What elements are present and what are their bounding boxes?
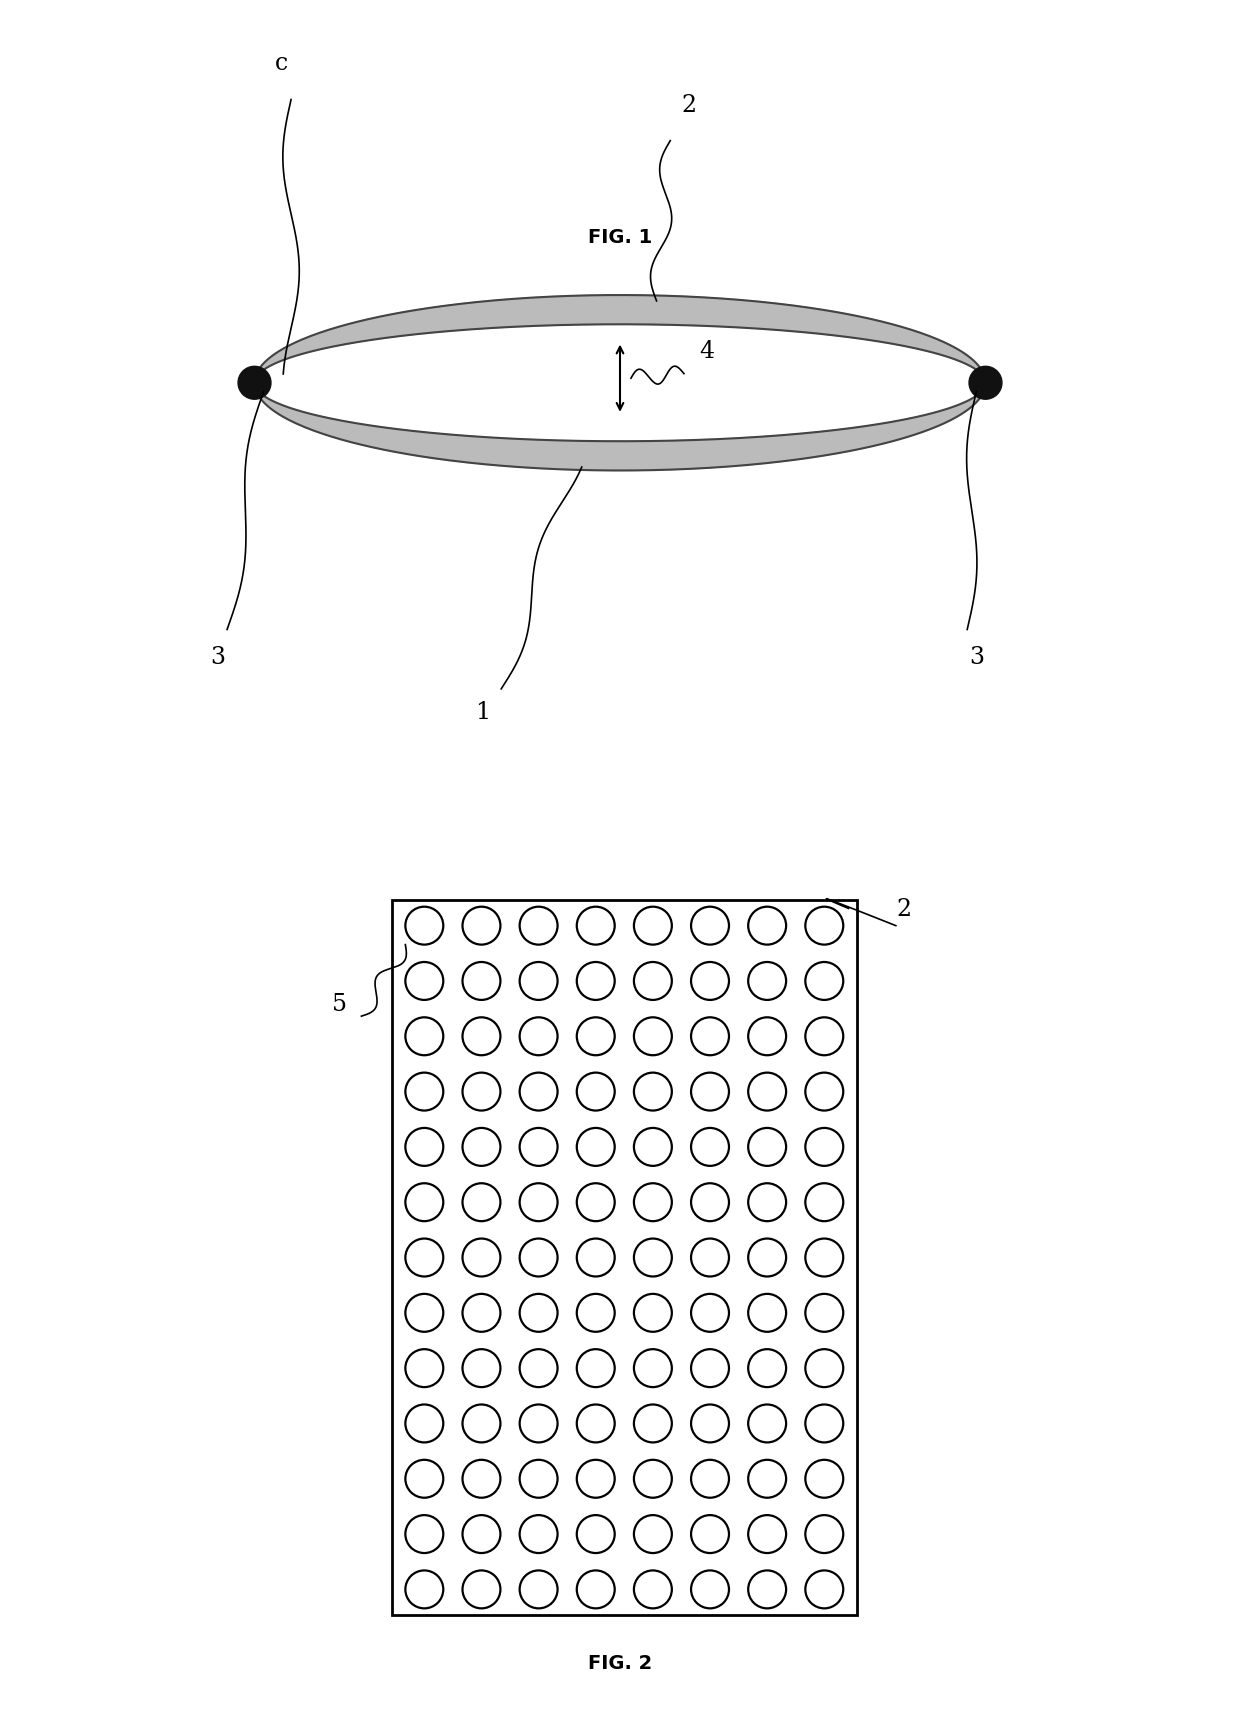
Text: 1: 1 [475,701,491,724]
Text: 2: 2 [681,93,696,117]
Text: 5: 5 [332,992,347,1015]
Text: 3: 3 [211,646,226,669]
Circle shape [968,367,1002,400]
Circle shape [238,367,272,400]
Text: 3: 3 [968,646,983,669]
Text: 4: 4 [699,339,714,364]
Text: FIG. 1: FIG. 1 [588,227,652,246]
Bar [392,899,857,1616]
Text: 2: 2 [897,898,913,920]
Polygon shape [254,296,986,470]
Text: FIG. 2: FIG. 2 [588,1652,652,1673]
Text: c: c [275,52,289,76]
